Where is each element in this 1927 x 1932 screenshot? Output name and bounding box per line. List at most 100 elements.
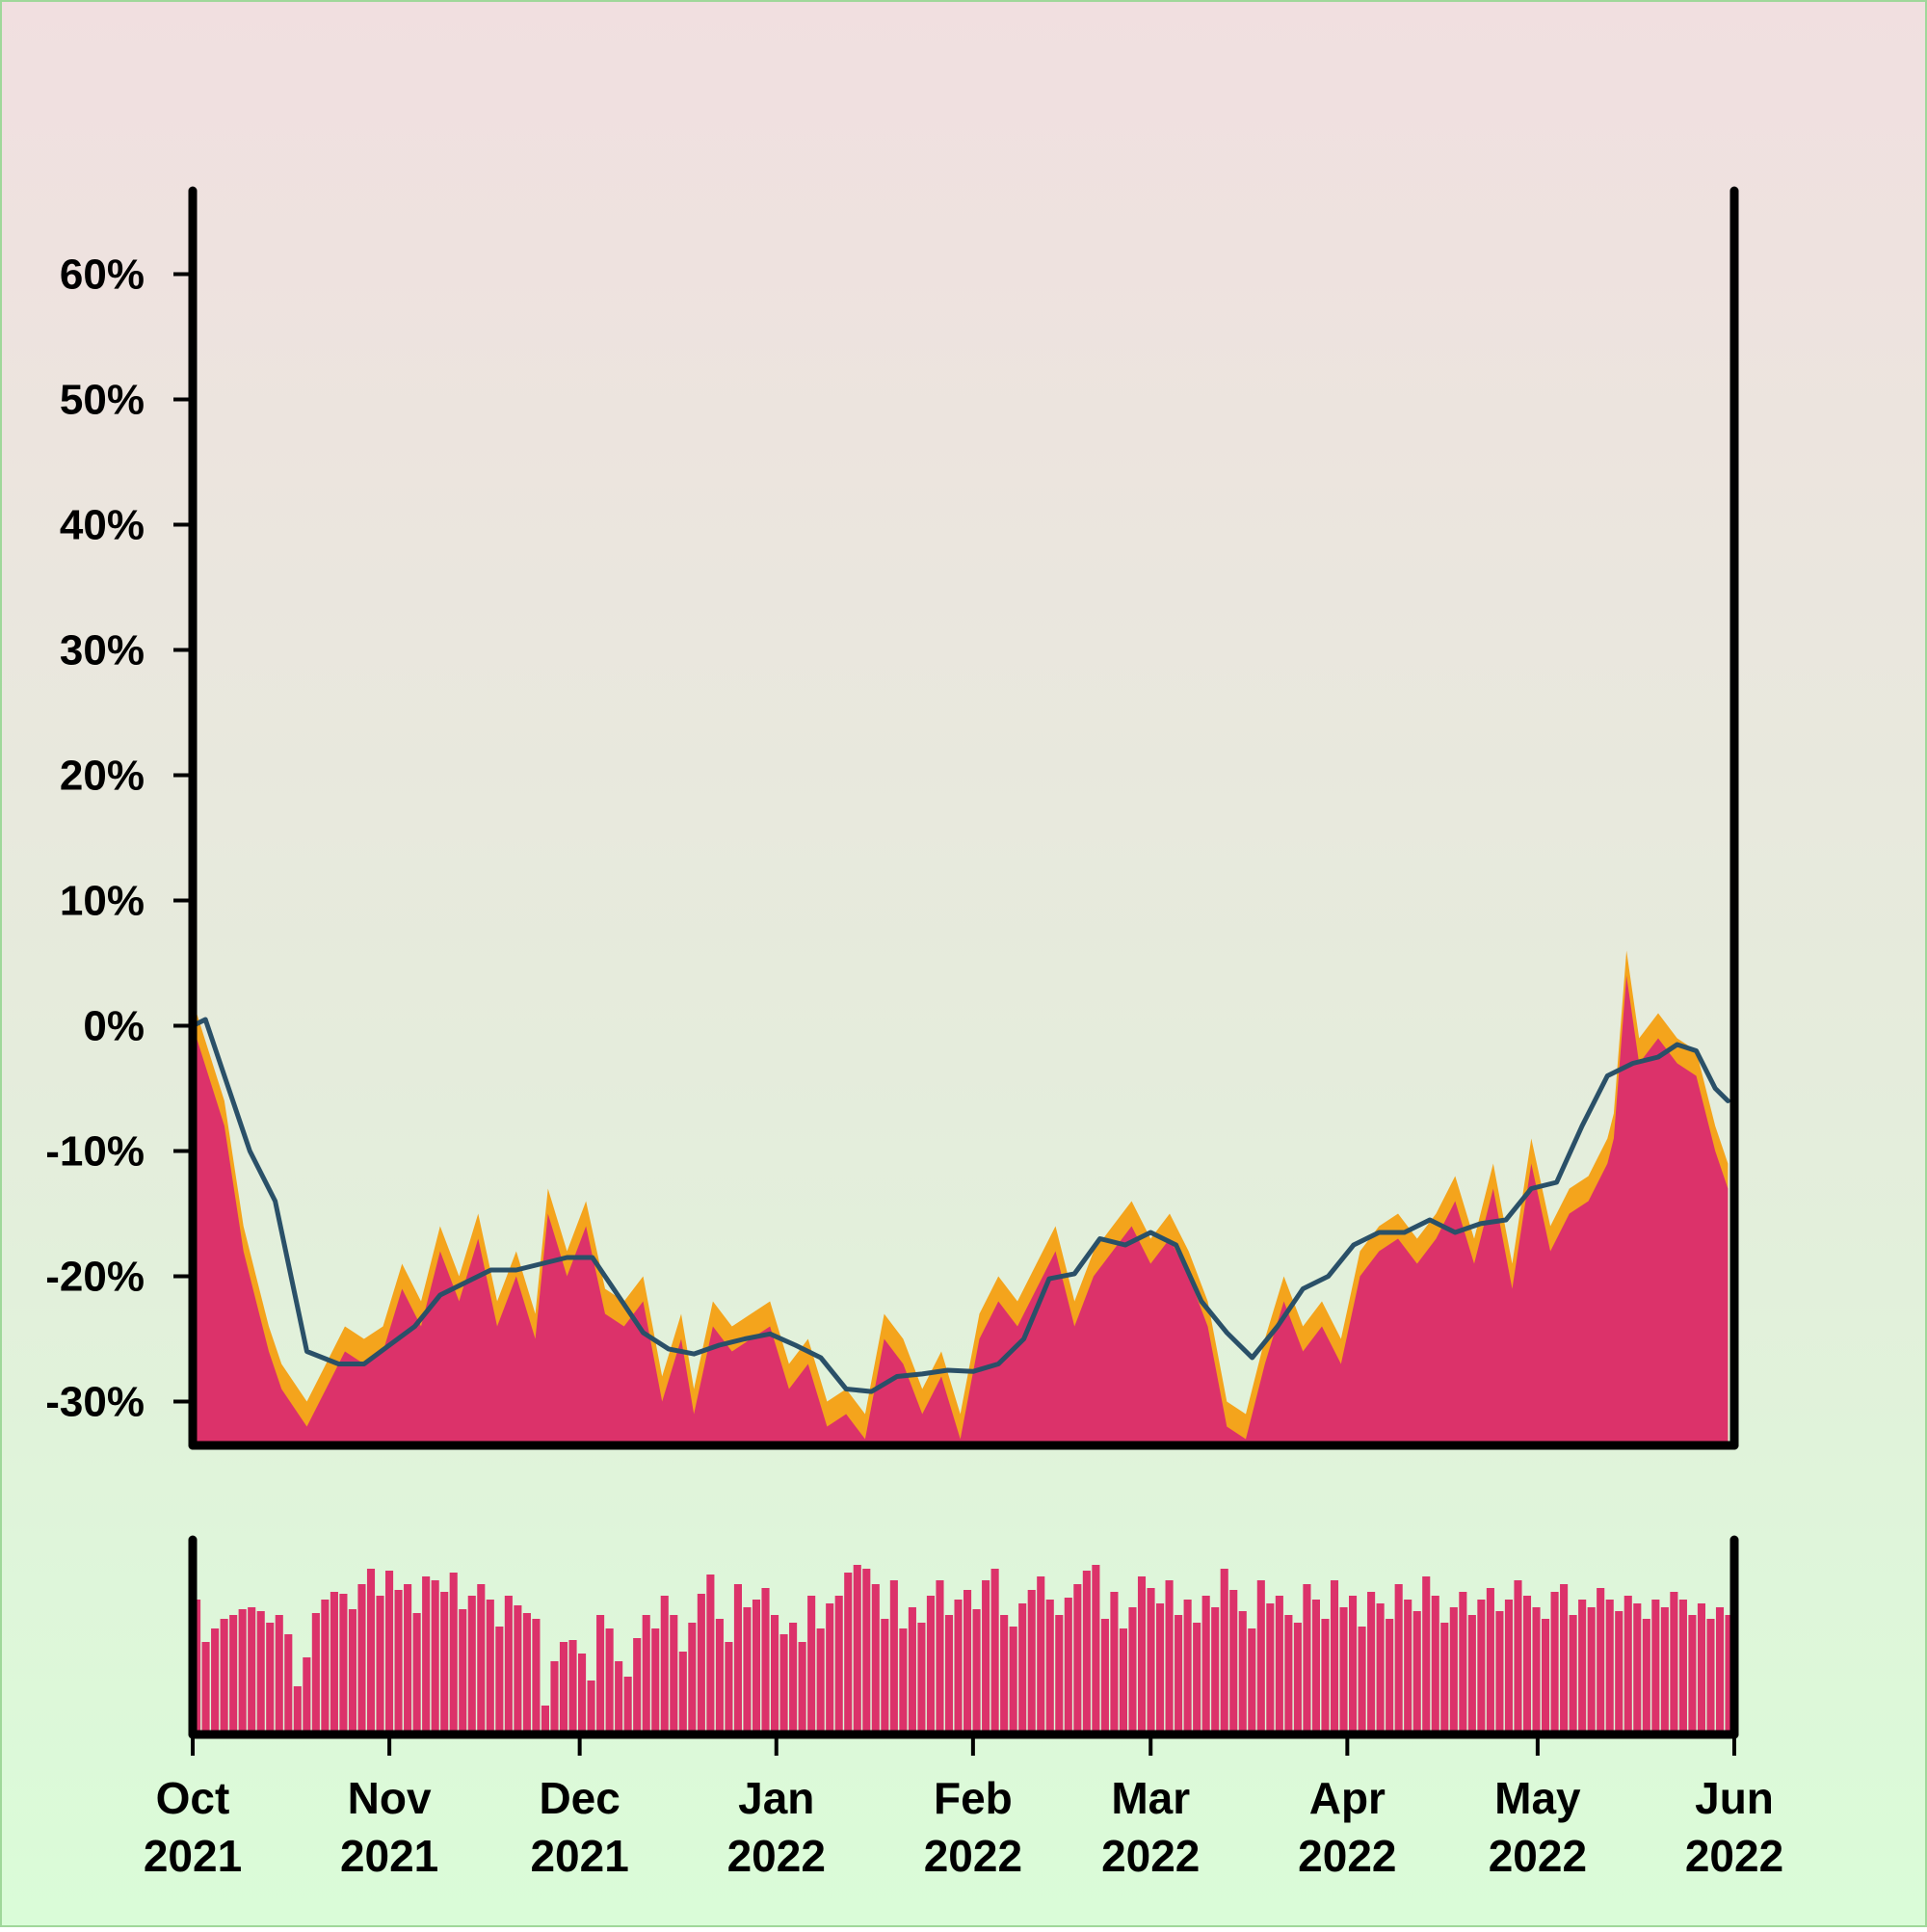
main-panel xyxy=(193,950,1730,1445)
volume-bar xyxy=(568,1640,577,1734)
x-tick-label-year: 2022 xyxy=(1685,1831,1783,1881)
volume-bar xyxy=(1339,1607,1348,1734)
volume-bar xyxy=(467,1596,476,1734)
volume-bar xyxy=(248,1607,256,1734)
x-tick-label-year: 2021 xyxy=(144,1831,242,1881)
volume-bar xyxy=(779,1634,788,1734)
volume-bar xyxy=(1715,1607,1725,1734)
volume-bar xyxy=(826,1603,834,1734)
x-tick-label-month: Jun xyxy=(1695,1773,1774,1823)
volume-bar xyxy=(596,1615,605,1734)
volume-bar xyxy=(926,1596,935,1734)
volume-bar xyxy=(1440,1623,1449,1734)
volume-bar xyxy=(1578,1600,1587,1734)
volume-bar xyxy=(587,1681,595,1734)
volume-bar xyxy=(238,1609,247,1734)
volume-bar xyxy=(1569,1615,1577,1734)
x-tick-label-month: Feb xyxy=(934,1773,1013,1823)
volume-bar xyxy=(1660,1607,1669,1734)
x-tick-label-month: Oct xyxy=(156,1773,230,1823)
volume-bar xyxy=(964,1590,972,1734)
volume-bar xyxy=(293,1686,302,1734)
volume-bar xyxy=(348,1609,356,1734)
x-tick-label-month: Dec xyxy=(539,1773,620,1823)
volume-bar xyxy=(1275,1596,1283,1734)
volume-bar xyxy=(440,1592,449,1734)
volume-bar xyxy=(1073,1584,1082,1734)
volume-bar xyxy=(330,1592,338,1734)
volume-bar xyxy=(633,1638,642,1734)
volume-bar xyxy=(339,1594,348,1734)
volume-bar xyxy=(1615,1611,1623,1734)
x-tick-label-month: Apr xyxy=(1309,1773,1386,1823)
volume-bar xyxy=(1386,1619,1394,1734)
volume-bar xyxy=(431,1580,439,1734)
volume-bar xyxy=(1119,1628,1127,1734)
volume-bar xyxy=(1422,1576,1431,1734)
volume-bar xyxy=(816,1628,825,1734)
volume-bar xyxy=(1678,1600,1687,1734)
volume-bar xyxy=(201,1642,210,1734)
volume-bar xyxy=(761,1588,770,1734)
volume-bar xyxy=(1137,1576,1147,1734)
volume-bar xyxy=(1193,1623,1201,1734)
x-tick-label-year: 2022 xyxy=(727,1831,826,1881)
volume-bar xyxy=(256,1611,265,1734)
volume-bar xyxy=(1349,1596,1358,1734)
volume-bar xyxy=(944,1615,954,1734)
volume-bar xyxy=(771,1615,779,1734)
volume-bar xyxy=(1477,1600,1486,1734)
volume-bar xyxy=(1229,1590,1238,1734)
volume-bar xyxy=(623,1677,632,1734)
x-tick-label-month: Jan xyxy=(738,1773,814,1823)
volume-bar xyxy=(752,1600,761,1734)
volume-bar xyxy=(1037,1576,1045,1734)
volume-bar xyxy=(1587,1607,1596,1734)
volume-bar xyxy=(1183,1600,1192,1734)
volume-bar xyxy=(220,1619,228,1734)
y-tick-label: 10% xyxy=(60,878,145,925)
volume-bar xyxy=(1486,1588,1494,1734)
volume-bar xyxy=(559,1642,568,1734)
volume-bar xyxy=(990,1569,999,1734)
volume-bar xyxy=(1431,1596,1439,1734)
volume-bar xyxy=(1000,1615,1009,1734)
x-tick-label-year: 2022 xyxy=(1101,1831,1200,1881)
volume-bar xyxy=(1542,1619,1550,1734)
volume-bar xyxy=(1597,1588,1605,1734)
volume-bar xyxy=(789,1623,798,1734)
volume-bar xyxy=(936,1580,944,1734)
x-tick-label-month: Mar xyxy=(1111,1773,1190,1823)
volume-bar xyxy=(1367,1592,1376,1734)
volume-bar xyxy=(1293,1623,1302,1734)
volume-bar xyxy=(1504,1600,1513,1734)
volume-bar xyxy=(1092,1565,1100,1734)
volume-bar xyxy=(394,1590,403,1734)
y-tick-label: 30% xyxy=(60,627,145,675)
volume-bar xyxy=(651,1628,660,1734)
x-tick-label-month: May xyxy=(1494,1773,1581,1823)
volume-bar xyxy=(321,1600,330,1734)
volume-bar xyxy=(715,1619,724,1734)
volume-bar xyxy=(1100,1619,1109,1734)
volume-bar xyxy=(881,1619,889,1734)
volume-bar xyxy=(982,1580,990,1734)
y-tick-label: -20% xyxy=(45,1254,145,1301)
y-tick-label: -30% xyxy=(45,1379,145,1426)
volume-bar xyxy=(1330,1580,1339,1734)
volume-bar xyxy=(1238,1611,1247,1734)
volume-bar xyxy=(477,1584,486,1734)
volume-bar xyxy=(1376,1603,1385,1734)
y-tick-label: 0% xyxy=(83,1003,145,1050)
volume-bar xyxy=(1467,1615,1476,1734)
volume-bar xyxy=(1248,1628,1256,1734)
volume-bar xyxy=(412,1613,421,1734)
volume-bar xyxy=(1449,1607,1458,1734)
y-tick-label: 40% xyxy=(60,502,145,549)
volume-bar xyxy=(670,1615,678,1734)
volume-bar xyxy=(1633,1603,1642,1734)
volume-bar xyxy=(1321,1619,1330,1734)
volume-bar xyxy=(486,1600,494,1734)
